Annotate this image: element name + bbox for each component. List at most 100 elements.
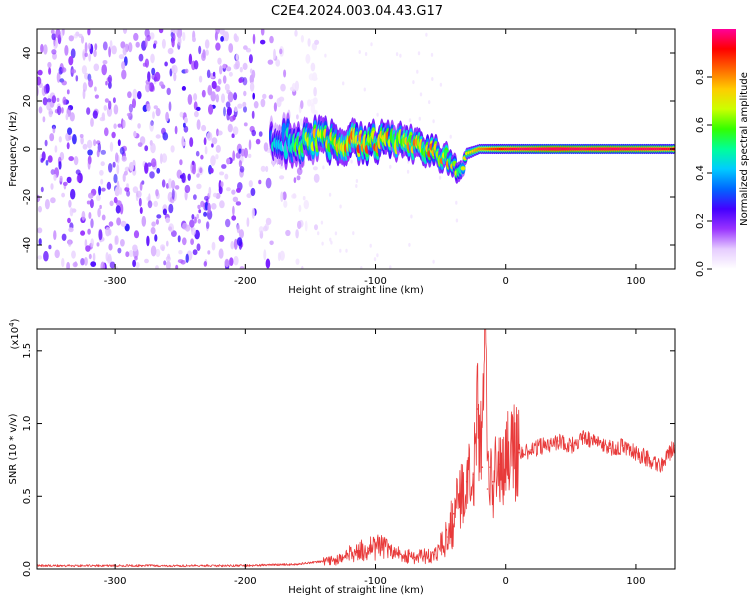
texture-dot — [128, 103, 133, 113]
texture-dot — [197, 204, 201, 210]
texture-dot — [108, 100, 112, 110]
texture-dot — [255, 138, 261, 145]
texture-dot — [74, 261, 78, 267]
texture-dot — [43, 44, 48, 55]
texture-dot — [113, 196, 118, 204]
snr-data-point — [355, 550, 357, 553]
texture-dot — [243, 90, 247, 97]
texture-dot — [121, 61, 126, 70]
texture-dot — [88, 78, 94, 88]
texture-dot — [42, 97, 48, 106]
texture-dot — [235, 201, 242, 206]
texture-dot — [163, 260, 167, 266]
texture-dot — [159, 81, 164, 87]
texture-dot — [107, 74, 113, 84]
texture-dot — [219, 171, 225, 176]
texture-dot — [114, 235, 119, 245]
faint-dot — [345, 248, 348, 253]
texture-dot — [62, 181, 68, 186]
faint-dot — [389, 265, 392, 269]
texture-dot — [122, 29, 128, 34]
texture-dot — [101, 64, 107, 76]
texture-dot — [299, 118, 303, 127]
texture-dot — [80, 136, 84, 145]
x-tick-label: -200 — [234, 576, 257, 587]
texture-dot — [96, 149, 100, 158]
texture-dot — [233, 255, 239, 266]
texture-dot — [113, 123, 117, 129]
texture-dot — [54, 40, 58, 49]
texture-dot — [137, 91, 142, 100]
texture-dot — [202, 49, 206, 59]
texture-dot — [196, 173, 200, 178]
texture-dot — [193, 93, 198, 101]
texture-dot — [211, 203, 217, 210]
snr-data-point — [452, 512, 455, 515]
ridge-blob-3 — [460, 166, 466, 171]
snr-data-point — [489, 466, 491, 469]
texture-dot — [50, 29, 55, 34]
texture-dot — [232, 205, 235, 216]
texture-dot — [305, 53, 311, 64]
texture-dot — [302, 196, 306, 201]
snr-panel: -300 -200 -100 0 100 0.0 0.5 1.0 1.5 Height of s… — [8, 318, 676, 596]
faint-dot — [438, 175, 442, 180]
texture-dot — [117, 123, 122, 128]
snr-data-point — [296, 563, 299, 566]
texture-dot — [193, 60, 199, 70]
texture-dot — [80, 230, 86, 236]
texture-dot — [235, 53, 239, 61]
texture-dot — [100, 149, 107, 155]
snr-data-point — [622, 444, 624, 447]
texture-dot — [69, 112, 75, 122]
texture-dot — [239, 229, 244, 239]
texture-dot — [108, 163, 113, 173]
faint-dot — [395, 52, 399, 57]
texture-dot — [215, 93, 219, 103]
x-tick-label: 100 — [626, 276, 645, 287]
texture-dot — [170, 145, 175, 153]
texture-dot — [207, 202, 211, 214]
colorbar-tick-label: 0.6 — [695, 117, 706, 133]
snr-data-point — [635, 451, 637, 454]
texture-dot — [231, 133, 235, 138]
texture-dot — [174, 185, 180, 190]
texture-dot — [88, 53, 92, 62]
texture-dot — [184, 184, 191, 194]
texture-dot — [196, 183, 202, 190]
faint-dot — [369, 243, 372, 248]
texture-dot — [106, 106, 113, 117]
texture-dot — [119, 146, 125, 155]
texture-dot — [226, 66, 232, 72]
texture-dot — [82, 50, 86, 61]
texture-dot — [94, 86, 97, 92]
texture-dot — [236, 237, 243, 247]
texture-dot — [151, 67, 156, 76]
faint-dot — [418, 116, 421, 121]
texture-dot — [204, 146, 208, 155]
texture-dot — [242, 62, 248, 70]
texture-dot — [119, 203, 124, 215]
texture-dot — [206, 131, 213, 141]
colorbar: 0.0 0.2 0.4 0.6 0.8 Normalized spectral ampl… — [695, 29, 750, 277]
texture-dot — [167, 47, 174, 55]
texture-dot — [147, 162, 152, 167]
texture-dot — [279, 175, 285, 180]
x-tick-label: -100 — [364, 576, 387, 587]
texture-dot — [116, 164, 120, 175]
texture-dot — [44, 199, 50, 210]
texture-dot — [87, 149, 93, 156]
texture-dot — [239, 166, 245, 173]
texture-dot — [96, 242, 100, 247]
texture-dot — [56, 97, 60, 102]
faint-dot — [449, 134, 452, 139]
texture-dot — [231, 215, 237, 221]
texture-dot — [126, 112, 132, 117]
y-tick-label: 1.0 — [22, 416, 33, 432]
texture-dot — [217, 130, 223, 136]
texture-dot — [84, 52, 88, 58]
texture-dot — [150, 227, 156, 235]
texture-dot — [57, 105, 62, 116]
texture-dot — [168, 101, 172, 112]
